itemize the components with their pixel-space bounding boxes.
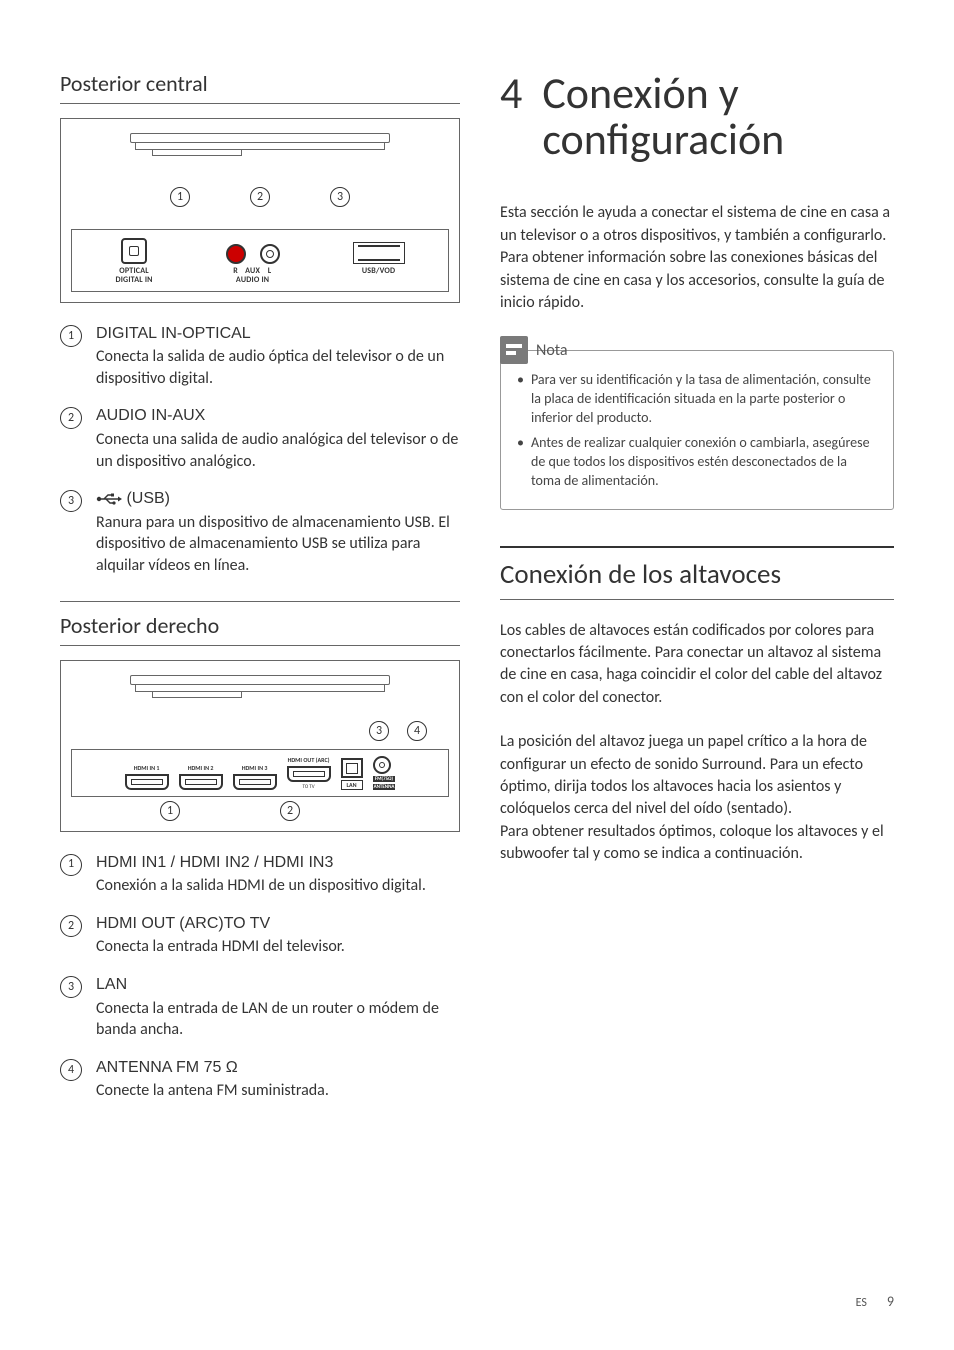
item-title: DIGITAL IN-OPTICAL: [96, 323, 460, 345]
item-body: Conecte la antena FM suministrada.: [96, 1080, 329, 1102]
port-optical: OPTICAL DIGITAL IN: [115, 238, 152, 285]
item-title: HDMI IN1 / HDMI IN2 / HDMI IN3: [96, 852, 426, 874]
device-outline: [130, 133, 390, 163]
item-body: Conecta una salida de audio analógica de…: [96, 429, 460, 472]
item-number: 1: [60, 854, 82, 876]
callout-1: 1: [160, 801, 180, 821]
callout-2: 2: [280, 801, 300, 821]
diagram-rear-center: 1 2 3 OPTICAL DIGITAL IN R: [60, 118, 460, 303]
item-number: 2: [60, 407, 82, 429]
item-body: Conecta la entrada HDMI del televisor.: [96, 936, 345, 958]
list-rear-center: 1 DIGITAL IN-OPTICAL Conecta la salida d…: [60, 323, 460, 577]
note-icon: [500, 336, 528, 364]
rear-panel-center: OPTICAL DIGITAL IN R L: [71, 229, 449, 292]
chapter-number: 4: [500, 70, 522, 162]
note-item: Para ver su identificación y la tasa de …: [517, 371, 877, 428]
paragraph: Los cables de altavoces están codificado…: [500, 620, 894, 710]
item-title: LAN: [96, 974, 460, 996]
left-column: Posterior central 1 2 3 OPTICAL DIGITAL …: [60, 70, 460, 1310]
callout-3: 3: [330, 187, 350, 207]
item-body: Conecta la entrada de LAN de un router o…: [96, 998, 460, 1041]
list-item: 3 (USB) Ranura para un dispositivo de al…: [60, 488, 460, 576]
footer-page-number: 9: [887, 1293, 894, 1310]
device-outline: [130, 675, 390, 705]
intro-paragraph: Esta sección le ayuda a conectar el sist…: [500, 202, 894, 314]
rear-panel-right: HDMI IN 1 HDMI IN 2 HDMI IN 3 HDMI OUT (…: [71, 749, 449, 797]
list-rear-right: 1 HDMI IN1 / HDMI IN2 / HDMI IN3 Conexió…: [60, 852, 460, 1102]
port-hdmi-in2: HDMI IN 2: [179, 764, 223, 790]
paragraph: La posición del altavoz juega un papel c…: [500, 731, 894, 865]
note-box: Nota Para ver su identificación y la tas…: [500, 350, 894, 509]
callout-row-top: 1 2 3: [71, 179, 449, 229]
item-title: (USB): [96, 488, 460, 510]
section-heading-speakers: Conexión de los altavoces: [500, 546, 894, 600]
right-column: 4 Conexión y configuración Esta sección …: [500, 70, 894, 1310]
footer-lang: ES: [856, 1296, 867, 1310]
list-item: 3 LAN Conecta la entrada de LAN de un ro…: [60, 974, 460, 1041]
item-number: 3: [60, 490, 82, 512]
callout-4: 4: [407, 721, 427, 741]
port-usb: USB/VOD: [353, 242, 405, 285]
item-body: Ranura para un dispositivo de almacenami…: [96, 512, 460, 577]
port-hdmi-in1: HDMI IN 1: [125, 764, 169, 790]
chapter-heading: 4 Conexión y configuración: [500, 70, 894, 162]
list-item: 1 DIGITAL IN-OPTICAL Conecta la salida d…: [60, 323, 460, 390]
item-number: 2: [60, 915, 82, 937]
item-number: 3: [60, 976, 82, 998]
page: Posterior central 1 2 3 OPTICAL DIGITAL …: [0, 0, 954, 1350]
callout-3: 3: [369, 721, 389, 741]
chapter-title: Conexión y configuración: [542, 70, 894, 162]
list-item: 1 HDMI IN1 / HDMI IN2 / HDMI IN3 Conexió…: [60, 852, 460, 897]
item-body: Conecta la salida de audio óptica del te…: [96, 346, 460, 389]
note-title: Nota: [536, 341, 568, 360]
page-footer: ES 9: [856, 1293, 894, 1310]
label-digital-in: DIGITAL IN: [115, 276, 152, 285]
heading-posterior-central: Posterior central: [60, 70, 460, 104]
note-list: Para ver su identificación y la tasa de …: [517, 371, 877, 490]
list-item: 2 HDMI OUT (ARC)TO TV Conecta la entrada…: [60, 913, 460, 958]
port-lan: LAN: [341, 758, 363, 790]
item-body: Conexión a la salida HDMI de un disposit…: [96, 875, 426, 897]
callout-2: 2: [250, 187, 270, 207]
port-aux: R L AUX AUDIO IN: [226, 244, 280, 284]
list-item: 4 ANTENNA FM 75 Ω Conecte la antena FM s…: [60, 1057, 460, 1102]
callout-1: 1: [170, 187, 190, 207]
usb-icon: [96, 493, 122, 505]
port-antenna: FM(75Ω)ANTENNA: [373, 756, 396, 790]
item-title: HDMI OUT (ARC)TO TV: [96, 913, 345, 935]
port-hdmi-in3: HDMI IN 3: [233, 764, 277, 790]
note-item: Antes de realizar cualquier conexión o c…: [517, 434, 877, 491]
item-number: 1: [60, 325, 82, 347]
item-title: AUDIO IN-AUX: [96, 405, 460, 427]
list-item: 2 AUDIO IN-AUX Conecta una salida de aud…: [60, 405, 460, 472]
item-title: ANTENNA FM 75 Ω: [96, 1057, 329, 1079]
label-audio-in: AUDIO IN: [226, 276, 280, 285]
heading-posterior-derecho: Posterior derecho: [60, 601, 460, 646]
item-number: 4: [60, 1059, 82, 1081]
item-title-text: (USB): [122, 490, 170, 507]
port-hdmi-out: HDMI OUT (ARC)TO TV: [287, 756, 331, 790]
diagram-rear-right: 3 4 HDMI IN 1 HDMI IN 2 HDMI IN 3 HDMI O…: [60, 660, 460, 832]
